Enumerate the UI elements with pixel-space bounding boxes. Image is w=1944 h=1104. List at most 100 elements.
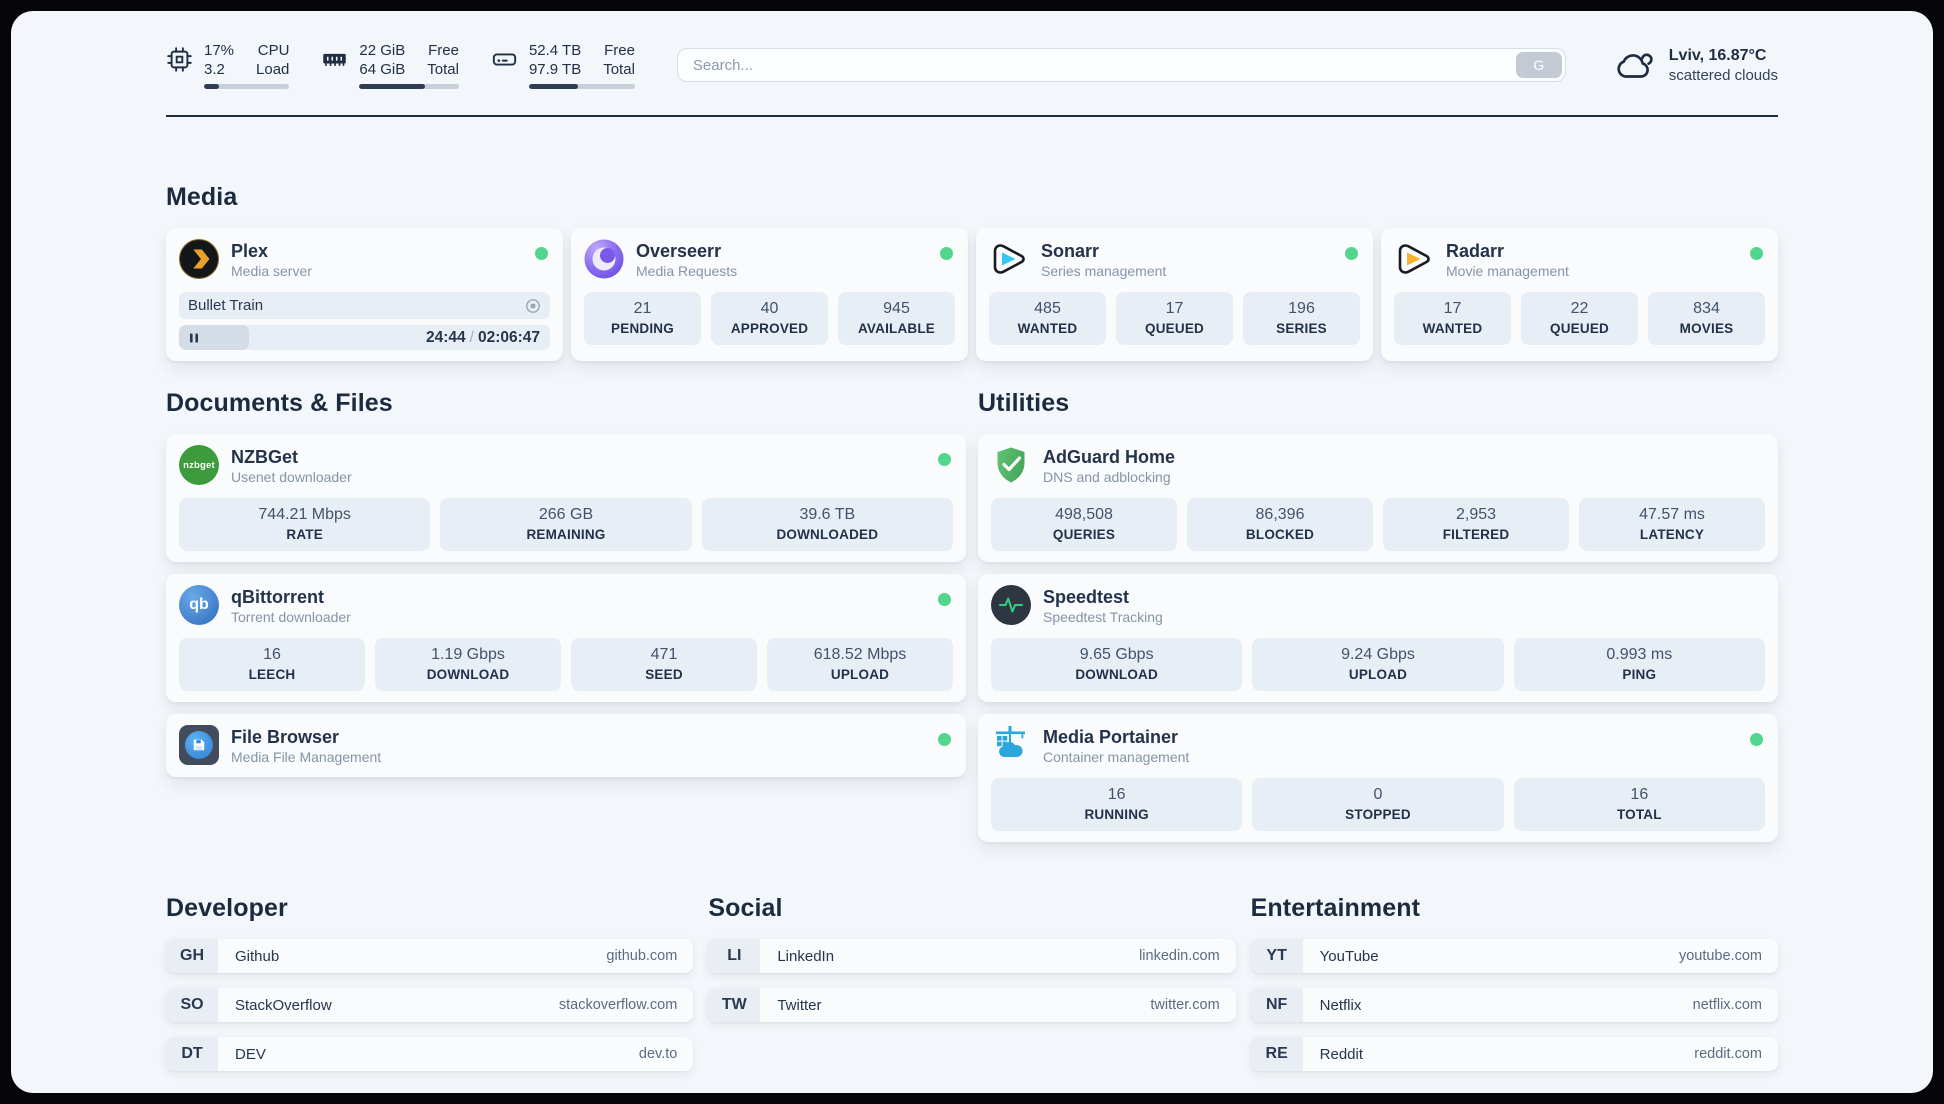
bookmark-name: Reddit <box>1319 1045 1364 1063</box>
ram-total-value: 64 GiB <box>359 61 406 78</box>
stat-value: 834 <box>1693 300 1720 317</box>
app-description: Container management <box>1043 749 1190 765</box>
section-developer: Developer GH Github github.com SO StackO… <box>166 894 694 1071</box>
bookmark-dev[interactable]: DT DEV dev.to <box>166 1037 694 1071</box>
stat-filtered: 2,953 FILTERED <box>1383 498 1569 551</box>
search-bar: G <box>676 48 1566 82</box>
stat-queued: 17 QUEUED <box>1116 292 1233 345</box>
app-card-portainer[interactable]: Media Portainer Container management 16 … <box>978 714 1778 842</box>
stat-label: APPROVED <box>730 321 809 336</box>
bookmark-reddit[interactable]: RE Reddit reddit.com <box>1250 1037 1778 1071</box>
stat-value: 17 <box>1165 300 1184 317</box>
cpu-progress-bar <box>204 84 290 89</box>
stat-value: 2,953 <box>1455 506 1497 523</box>
stat-label: PENDING <box>611 321 674 336</box>
ram-progress-bar <box>359 84 459 89</box>
weather-widget: Lviv, 16.87°C scattered clouds <box>1612 46 1778 85</box>
app-card-filebrowser[interactable]: File Browser Media File Management <box>166 714 966 777</box>
bookmark-url: youtube.com <box>1678 948 1762 964</box>
stat-value: 945 <box>883 300 910 317</box>
bookmark-netflix[interactable]: NF Netflix netflix.com <box>1250 988 1778 1022</box>
floppy-disk-icon <box>193 739 205 751</box>
bookmark-abbr: SO <box>166 988 218 1022</box>
bookmark-youtube[interactable]: YT YouTube youtube.com <box>1250 939 1778 973</box>
stat-label: WANTED <box>1017 321 1078 336</box>
stat-value: 266 GB <box>538 506 594 523</box>
status-dot-online <box>1750 247 1763 260</box>
stat-value: 47.57 ms <box>1639 506 1705 523</box>
app-card-nzbget[interactable]: nzbget NZBGet Usenet downloader 744.21 M… <box>166 434 966 562</box>
stat-value: 39.6 TB <box>799 506 856 523</box>
bookmark-abbr: LI <box>708 939 761 973</box>
qbittorrent-icon-text: qb <box>189 596 209 613</box>
media-section-title: Media <box>166 183 238 211</box>
app-card-speedtest[interactable]: Speedtest Speedtest Tracking 9.65 Gbps D… <box>978 574 1778 702</box>
bookmark-twitter[interactable]: TW Twitter twitter.com <box>708 988 1236 1022</box>
weather-location-temp: Lviv, 16.87°C <box>1668 46 1767 64</box>
pause-icon[interactable] <box>188 332 200 344</box>
stat-label: QUEUED <box>1145 321 1204 336</box>
status-dot-online <box>535 247 548 260</box>
radarr-icon <box>1394 239 1434 279</box>
ram-free-label: Free <box>428 42 459 59</box>
cpu-load-value: 3.2 <box>204 61 225 78</box>
app-card-qbittorrent[interactable]: qb qBittorrent Torrent downloader 16 <box>166 574 966 702</box>
app-card-overseerr[interactable]: Overseerr Media Requests 21 PENDING 40 A… <box>571 228 968 361</box>
stat-queued: 22 QUEUED <box>1521 292 1638 345</box>
app-name: Radarr <box>1446 241 1505 261</box>
nzbget-icon: nzbget <box>179 445 219 485</box>
bookmark-name: Netflix <box>1319 996 1362 1014</box>
app-name: File Browser <box>231 727 340 747</box>
bookmark-url: linkedin.com <box>1139 948 1220 964</box>
app-card-sonarr[interactable]: Sonarr Series management 485 WANTED 17 Q… <box>976 228 1373 361</box>
time-elapsed: 24:44 <box>425 328 466 346</box>
bookmark-name: DEV <box>235 1045 266 1063</box>
stat-value: 86,396 <box>1255 506 1305 523</box>
app-description: Torrent downloader <box>231 609 351 625</box>
search-input[interactable] <box>676 48 1566 82</box>
app-description: Media File Management <box>231 749 382 765</box>
stat-label: MOVIES <box>1679 321 1734 336</box>
status-dot-online <box>938 453 951 466</box>
stat-running: 16 RUNNING <box>991 778 1243 831</box>
header-divider <box>166 115 1778 117</box>
dashboard-page: 17% 3.2 CPU Load <box>11 11 1933 1093</box>
stat-label: DOWNLOAD <box>426 667 510 682</box>
app-description: Speedtest Tracking <box>1043 609 1163 625</box>
adguard-icon <box>991 445 1031 485</box>
system-monitors: 17% 3.2 CPU Load <box>166 41 635 89</box>
stat-seed: 471 SEED <box>571 638 757 691</box>
app-name: Overseerr <box>636 241 722 261</box>
stat-label: RATE <box>286 527 323 542</box>
weather-condition: scattered clouds <box>1668 66 1778 84</box>
speedtest-icon <box>991 585 1031 625</box>
stat-label: AVAILABLE <box>857 321 936 336</box>
utilities-section-title: Utilities <box>978 389 1070 417</box>
bookmark-url: dev.to <box>638 1046 678 1062</box>
app-description: DNS and adblocking <box>1043 469 1171 485</box>
app-card-radarr[interactable]: Radarr Movie management 17 WANTED 22 QUE… <box>1381 228 1778 361</box>
cpu-monitor: 17% 3.2 CPU Load <box>166 41 290 89</box>
search-engine-button[interactable]: G <box>1515 52 1562 78</box>
app-description: Series management <box>1041 263 1167 279</box>
time-duration: 02:06:47 <box>477 328 540 346</box>
app-name: AdGuard Home <box>1043 447 1176 467</box>
entertainment-section-title: Entertainment <box>1250 894 1421 922</box>
cloud-icon <box>1617 53 1653 78</box>
stop-icon[interactable] <box>525 298 541 314</box>
app-card-plex[interactable]: Plex Media server Bullet Train <box>166 228 563 361</box>
stat-leech: 16 LEECH <box>179 638 365 691</box>
bookmark-stackoverflow[interactable]: SO StackOverflow stackoverflow.com <box>166 988 694 1022</box>
stat-rate: 744.21 Mbps RATE <box>179 498 431 551</box>
stat-label: DOWNLOADED <box>776 527 879 542</box>
app-card-adguard[interactable]: AdGuard Home DNS and adblocking 498,508 … <box>978 434 1778 562</box>
stat-value: 40 <box>760 300 779 317</box>
section-utilities: Utilities <box>978 389 1778 842</box>
stat-label: LEECH <box>248 667 296 682</box>
stat-label: LATENCY <box>1639 527 1705 542</box>
bookmark-linkedin[interactable]: LI LinkedIn linkedin.com <box>708 939 1236 973</box>
stat-ping: 0.993 ms PING <box>1513 638 1765 691</box>
bookmark-github[interactable]: GH Github github.com <box>166 939 694 973</box>
bookmark-name: YouTube <box>1319 947 1379 965</box>
stat-value: 16 <box>1630 786 1649 803</box>
